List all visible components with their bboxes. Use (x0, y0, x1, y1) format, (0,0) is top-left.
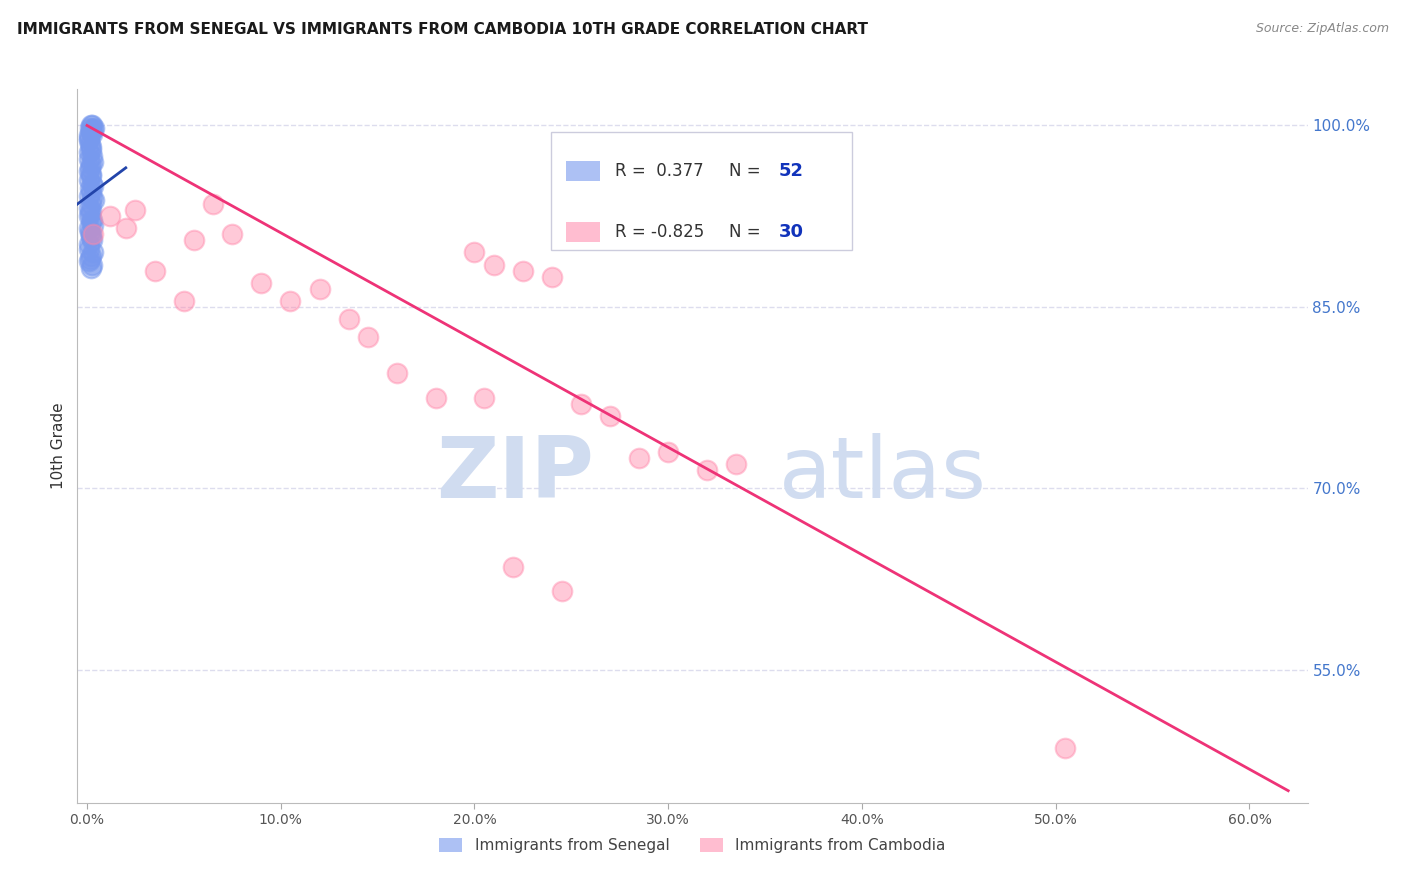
Point (77, 242, 100, 256)
Text: Source: ZipAtlas.com: Source: ZipAtlas.com (1256, 22, 1389, 36)
Point (79, 225, 101, 239)
Point (79, 227, 101, 242)
Point (482, 258, 505, 272)
Point (80, 215, 103, 229)
Point (696, 463, 718, 477)
Text: N =: N = (730, 223, 766, 241)
Point (77, 133, 100, 147)
Point (628, 451, 651, 466)
Point (357, 330, 380, 344)
Point (80, 203, 103, 218)
Text: atlas: atlas (779, 433, 987, 516)
Point (79, 145, 101, 160)
Point (79, 120, 101, 135)
Point (550, 584, 572, 599)
Point (502, 560, 524, 574)
Text: N =: N = (730, 162, 766, 180)
Point (80, 123, 103, 137)
Text: R = -0.825: R = -0.825 (614, 223, 704, 241)
Point (77, 254, 100, 268)
Point (250, 276, 273, 290)
Point (79, 167, 101, 181)
Point (79, 261, 101, 276)
Point (83, 120, 105, 135)
Point (79, 140, 101, 154)
Point (124, 203, 146, 218)
Point (82, 245, 104, 260)
Point (98, 209, 121, 223)
Y-axis label: 10th Grade: 10th Grade (51, 402, 66, 490)
Point (79, 164, 101, 178)
Point (80, 119, 103, 133)
Point (83, 194, 105, 208)
Point (385, 367, 408, 381)
Point (80, 177, 103, 191)
Point (80, 212, 103, 227)
Point (80, 258, 103, 272)
Point (80, 185, 103, 199)
Point (201, 197, 224, 211)
Point (472, 391, 495, 405)
Point (1054, 741, 1077, 756)
Point (221, 227, 243, 242)
Point (79, 181, 101, 195)
Text: R =  0.377: R = 0.377 (614, 162, 703, 180)
Point (82, 218, 104, 232)
FancyBboxPatch shape (551, 132, 852, 250)
Point (79, 161, 101, 175)
Point (79, 205, 101, 219)
Point (79, 130, 101, 145)
Point (82, 191, 104, 205)
Point (77, 153, 100, 167)
Point (143, 263, 166, 277)
Point (82, 227, 104, 242)
Point (80, 233, 103, 247)
Point (80, 249, 103, 263)
Text: 30: 30 (779, 223, 804, 241)
Point (569, 397, 592, 411)
Point (82, 154, 104, 169)
Point (308, 282, 330, 296)
Point (599, 409, 621, 423)
Point (82, 127, 104, 141)
FancyBboxPatch shape (565, 222, 600, 242)
Point (77, 173, 100, 187)
Point (80, 229, 103, 244)
Point (79, 252, 101, 266)
Legend: Immigrants from Senegal, Immigrants from Cambodia: Immigrants from Senegal, Immigrants from… (433, 831, 952, 859)
Point (280, 293, 302, 308)
Point (82, 122, 104, 136)
Point (80, 157, 103, 171)
Point (541, 269, 564, 284)
Point (80, 124, 103, 138)
FancyBboxPatch shape (565, 161, 600, 181)
Point (80, 149, 103, 163)
Point (425, 391, 447, 405)
Point (77, 128, 100, 143)
Point (725, 457, 748, 471)
Point (79, 119, 101, 133)
Point (183, 233, 205, 247)
Text: 52: 52 (779, 162, 804, 180)
Point (337, 312, 360, 326)
Point (173, 293, 195, 308)
Point (79, 197, 101, 211)
Text: ZIP: ZIP (436, 433, 595, 516)
Point (79, 237, 101, 252)
Point (463, 245, 485, 260)
Point (77, 209, 100, 223)
Point (114, 221, 136, 235)
Point (79, 136, 101, 151)
Point (512, 263, 534, 277)
Text: IMMIGRANTS FROM SENEGAL VS IMMIGRANTS FROM CAMBODIA 10TH GRADE CORRELATION CHART: IMMIGRANTS FROM SENEGAL VS IMMIGRANTS FR… (17, 22, 868, 37)
Point (657, 445, 679, 459)
Point (77, 188, 100, 202)
Point (77, 221, 100, 235)
Point (80, 143, 103, 157)
Point (79, 201, 101, 215)
Point (82, 178, 104, 193)
Point (80, 169, 103, 184)
